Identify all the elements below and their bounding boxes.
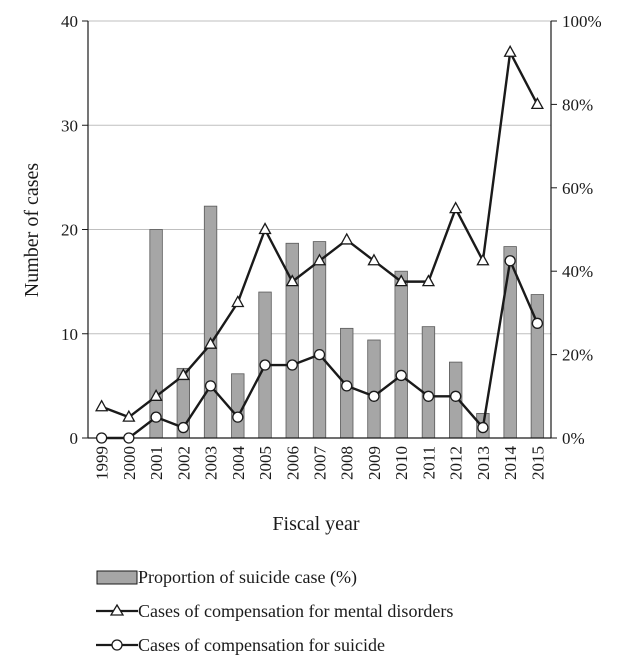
- y-tick-label: 30: [61, 116, 78, 135]
- legend-item-proportion: Proportion of suicide case (%): [96, 560, 453, 594]
- y-tick-label: 10: [61, 325, 78, 344]
- x-axis-title: Fiscal year: [272, 513, 360, 535]
- circle-marker: [177, 421, 189, 434]
- circle-marker: [531, 317, 544, 329]
- legend-triangle-line-swatch: [96, 603, 138, 616]
- x-tick-label: 2008: [338, 446, 357, 480]
- y2-tick-label: 40%: [562, 262, 593, 281]
- x-ticks: 1999 2000 2001 2002 2003 2004 2005 2006 2007 2008…: [93, 446, 548, 481]
- bar: [394, 270, 408, 439]
- legend-bar-swatch: [96, 570, 138, 585]
- markers: [95, 44, 544, 444]
- circle-marker: [232, 411, 244, 423]
- x-tick-label: 2015: [528, 446, 547, 480]
- y2-tick-label: 80%: [562, 95, 593, 114]
- y-tick-label: 40: [61, 12, 78, 31]
- bars: [149, 205, 545, 439]
- legend-item-mental-disorders: Cases of compensation for mental disorde…: [96, 594, 453, 628]
- triangle-marker: [231, 295, 245, 308]
- circle-marker: [422, 390, 435, 402]
- legend-label-mental-disorders: Cases of compensation for mental disorde…: [138, 601, 454, 621]
- triangle-marker: [176, 368, 190, 381]
- legend-item-suicide: Cases of compensation for suicide: [96, 628, 453, 662]
- chart: 0 10 20 30 40 0% 20% 40% 60% 80% 100% 1999 2000 200…: [21, 12, 602, 535]
- x-tick-label: 2014: [501, 446, 520, 481]
- triangle-marker: [449, 201, 463, 214]
- x-tick-label: 2007: [311, 446, 330, 481]
- x-tick-label: 2000: [120, 446, 139, 480]
- circle-marker: [395, 369, 407, 382]
- bar: [312, 241, 327, 439]
- circle-marker: [123, 432, 135, 444]
- triangle-marker: [122, 409, 136, 422]
- x-tick-label: 2004: [229, 446, 248, 481]
- y2-tick-label: 60%: [562, 179, 593, 198]
- x-tick-label: 2001: [147, 446, 166, 480]
- x-tick-label: 2005: [256, 446, 275, 480]
- circle-marker: [259, 359, 271, 371]
- circle-marker: [313, 348, 326, 361]
- y-tick-label: 20: [61, 221, 78, 240]
- triangle-marker: [340, 232, 354, 245]
- legend-label-suicide: Cases of compensation for suicide: [138, 635, 385, 655]
- circle-marker: [286, 359, 298, 371]
- triangle-marker: [394, 274, 408, 287]
- x-tick-label: 2003: [202, 446, 221, 480]
- x-tick-label: 2011: [419, 446, 438, 479]
- y2-tick-label: 20%: [562, 346, 593, 365]
- y2-tick-label: 100%: [562, 12, 602, 31]
- y-tick-label: 0: [70, 429, 79, 448]
- bar: [149, 229, 163, 439]
- bar: [421, 326, 436, 439]
- circle-marker: [95, 432, 108, 444]
- triangle-marker: [285, 274, 299, 287]
- bar: [231, 373, 245, 439]
- y2-tick-label: 0%: [562, 429, 585, 448]
- legend-label-proportion: Proportion of suicide case (%): [138, 567, 357, 587]
- x-tick-label: 1999: [93, 446, 112, 480]
- x-tick-label: 2012: [447, 446, 466, 480]
- bar: [503, 246, 517, 439]
- x-tick-label: 2009: [365, 446, 384, 480]
- x-tick-label: 2002: [174, 446, 193, 480]
- circle-marker: [504, 255, 516, 267]
- legend: Proportion of suicide case (%) Cases of …: [96, 560, 453, 662]
- triangle-marker: [203, 336, 218, 349]
- triangle-marker: [149, 388, 163, 401]
- triangle-marker: [367, 253, 381, 266]
- legend-circle-line-swatch: [96, 639, 138, 651]
- triangle-marker: [421, 274, 436, 287]
- circle-marker: [368, 390, 380, 402]
- y-left-ticks: 0 10 20 30 40: [61, 12, 78, 448]
- bar: [203, 205, 218, 439]
- x-tick-label: 2010: [392, 446, 411, 480]
- axes: [82, 20, 557, 439]
- circle-marker: [477, 421, 489, 434]
- x-tick-label: 2013: [474, 446, 493, 480]
- triangle-marker: [530, 97, 544, 110]
- x-tick-label: 2006: [283, 446, 302, 480]
- circle-marker: [204, 380, 217, 392]
- triangle-marker: [258, 222, 272, 235]
- y-right-ticks: 0% 20% 40% 60% 80% 100%: [562, 12, 602, 448]
- y-axis-title: Number of cases: [21, 163, 43, 298]
- bar: [367, 339, 381, 439]
- triangle-marker: [503, 44, 517, 57]
- triangle-marker: [95, 399, 109, 412]
- triangle-marker: [312, 253, 327, 266]
- circle-marker: [450, 390, 462, 402]
- circle-marker: [341, 380, 353, 392]
- triangle-marker: [476, 253, 490, 266]
- circle-marker: [150, 411, 162, 423]
